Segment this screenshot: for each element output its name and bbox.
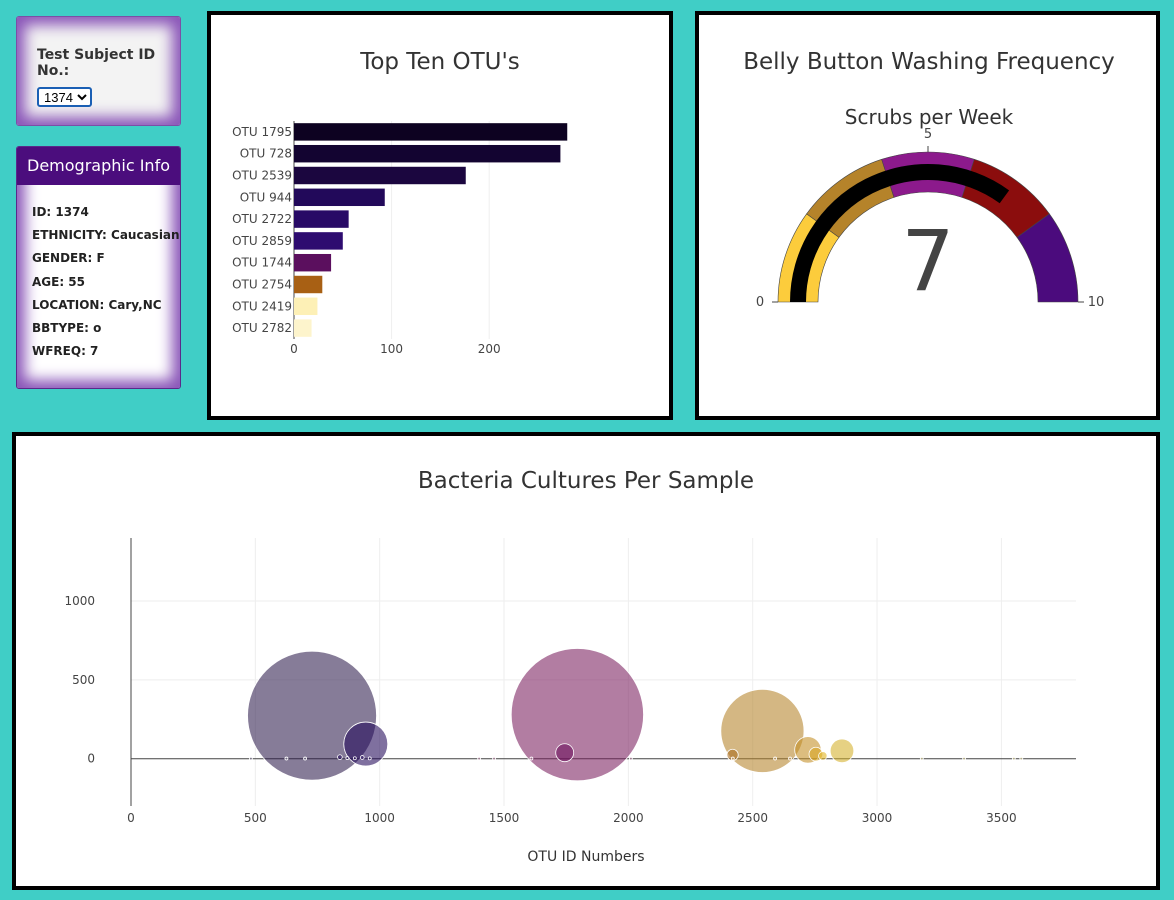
bubble-point[interactable] <box>359 755 365 760</box>
bacteria-cultures-panel: Bacteria Cultures Per Sample 0 500 1000 1500… <box>12 432 1160 890</box>
bacteria-cultures-chart: Bacteria Cultures Per Sample 0 500 1000 1500… <box>64 468 1076 865</box>
gauge-tick-label: 10 <box>1088 295 1105 310</box>
bubble-point[interactable] <box>529 756 534 761</box>
bubble-point[interactable] <box>1019 756 1024 761</box>
demographic-row: WFREQ: 7 <box>32 344 99 359</box>
bar-y-tick-label: OTU 2782 <box>232 321 292 335</box>
bubble-point[interactable] <box>555 743 575 763</box>
bubble-x-tick-label: 1000 <box>364 811 395 825</box>
bubble-point[interactable] <box>367 756 372 761</box>
bubble-point[interactable] <box>829 738 855 764</box>
bar-y-tick-label: OTU 2539 <box>232 169 292 183</box>
bubble-point[interactable] <box>345 756 350 760</box>
bar-chart-title: Top Ten OTU's <box>359 49 520 75</box>
demographic-row: GENDER: F <box>32 251 105 266</box>
bubble-point[interactable] <box>788 756 792 761</box>
bubble-y-tick-label: 0 <box>87 752 95 766</box>
bubble-point[interactable] <box>726 748 739 761</box>
bubble-x-tick-label: 500 <box>244 811 267 825</box>
bar-y-tick-label: OTU 2419 <box>232 299 292 313</box>
bubble-point[interactable] <box>477 756 482 761</box>
bubble-x-tick-label: 3000 <box>862 811 893 825</box>
gauge-subtitle: Scrubs per Week <box>845 105 1014 129</box>
demographic-info-list: ID: 1374 ETHNICITY: Caucasian GENDER: F AGE… <box>17 185 180 363</box>
gauge-tick-label: 5 <box>924 127 932 142</box>
gauge-tick-label: 0 <box>756 295 764 310</box>
bubble-chart-title: Bacteria Cultures Per Sample <box>418 468 754 494</box>
bar-y-tick-label: OTU 728 <box>240 147 292 161</box>
bar-otu-2859[interactable] <box>294 232 343 250</box>
bubble-x-tick-label: 0 <box>127 811 135 825</box>
bubble-point[interactable] <box>352 756 357 761</box>
bar-x-tick-label: 100 <box>380 342 403 356</box>
bar-y-tick-label: OTU 1795 <box>232 125 292 139</box>
gauge-value-number: 7 <box>901 212 954 310</box>
bar-otu-2722[interactable] <box>294 210 349 228</box>
demographic-row: LOCATION: Cary,NC <box>32 297 162 312</box>
bubble-point[interactable] <box>919 756 924 761</box>
bubble-point[interactable] <box>343 721 389 767</box>
bubble-x-tick-label: 3500 <box>986 811 1017 825</box>
gauge-value-bar <box>790 163 1010 302</box>
bubble-point[interactable] <box>248 756 253 761</box>
demographic-row: AGE: 55 <box>32 274 86 289</box>
bar-y-tick-label: OTU 944 <box>240 190 292 204</box>
bubble-point[interactable] <box>337 754 343 760</box>
bubble-point[interactable] <box>1011 756 1016 761</box>
bar-otu-728[interactable] <box>294 144 561 163</box>
bubble-point[interactable] <box>303 756 307 761</box>
bar-otu-1744[interactable] <box>294 253 332 272</box>
top-ten-otu-chart: Top Ten OTU's 0 100 200 OTU 1795 OTU 728 OTU 2… <box>232 49 568 356</box>
bubble-y-tick-label: 1000 <box>64 594 95 608</box>
bar-y-tick-label: OTU 1744 <box>232 256 292 270</box>
demographic-row: ETHNICITY: Caucasian <box>32 228 180 243</box>
bubble-point[interactable] <box>962 756 966 761</box>
demographic-panel-title: Demographic Info <box>17 147 180 185</box>
bubble-x-tick-label: 2000 <box>613 811 644 825</box>
bubble-x-tick-label: 1500 <box>489 811 520 825</box>
bubble-y-tick-label: 500 <box>72 673 95 687</box>
bar-y-tick-label: OTU 2754 <box>232 278 292 292</box>
bubble-point[interactable] <box>510 648 644 782</box>
bar-otu-2754[interactable] <box>294 275 323 294</box>
bar-otu-2539[interactable] <box>294 166 466 185</box>
demographic-panel: Demographic Info ID: 1374 ETHNICITY: Cauc… <box>16 146 181 389</box>
demographic-row: BBTYPE: o <box>32 320 102 335</box>
bar-otu-2782[interactable] <box>294 319 312 337</box>
bubble-point[interactable] <box>730 756 735 761</box>
bar-otu-1795[interactable] <box>294 123 568 141</box>
bubble-point[interactable] <box>284 756 289 761</box>
bar-otu-944[interactable] <box>294 188 385 207</box>
washing-frequency-panel: Belly Button Washing Frequency Scrubs per… <box>695 11 1160 420</box>
subject-selector-label: Test Subject ID No.: <box>37 47 156 79</box>
bubble-points-group <box>247 648 1024 782</box>
bar-otu-2419[interactable] <box>294 297 318 316</box>
bubble-x-axis-label: OTU ID Numbers <box>527 849 644 865</box>
demographic-row: ID: 1374 <box>32 205 89 219</box>
subject-selector-well: Test Subject ID No.: 1374 <box>16 16 181 126</box>
bubble-point[interactable] <box>628 756 633 761</box>
gauge-title: Belly Button Washing Frequency <box>743 49 1115 75</box>
subject-id-select[interactable]: 1374 <box>37 87 92 107</box>
bubble-point[interactable] <box>720 688 805 773</box>
top-ten-otu-panel: Top Ten OTU's 0 100 200 OTU 1795 OTU 728 OTU 2… <box>207 11 673 420</box>
washing-frequency-gauge: Belly Button Washing Frequency Scrubs per… <box>743 49 1115 310</box>
bubble-x-tick-label: 2500 <box>737 811 768 825</box>
bubble-point[interactable] <box>773 756 777 761</box>
bar-y-tick-label: OTU 2859 <box>232 234 292 248</box>
bar-x-tick-label: 200 <box>478 342 501 356</box>
bubble-point[interactable] <box>818 751 828 761</box>
bar-y-tick-label: OTU 2722 <box>232 212 292 226</box>
bar-x-tick-label: 0 <box>290 342 298 356</box>
bubble-point[interactable] <box>492 756 496 761</box>
